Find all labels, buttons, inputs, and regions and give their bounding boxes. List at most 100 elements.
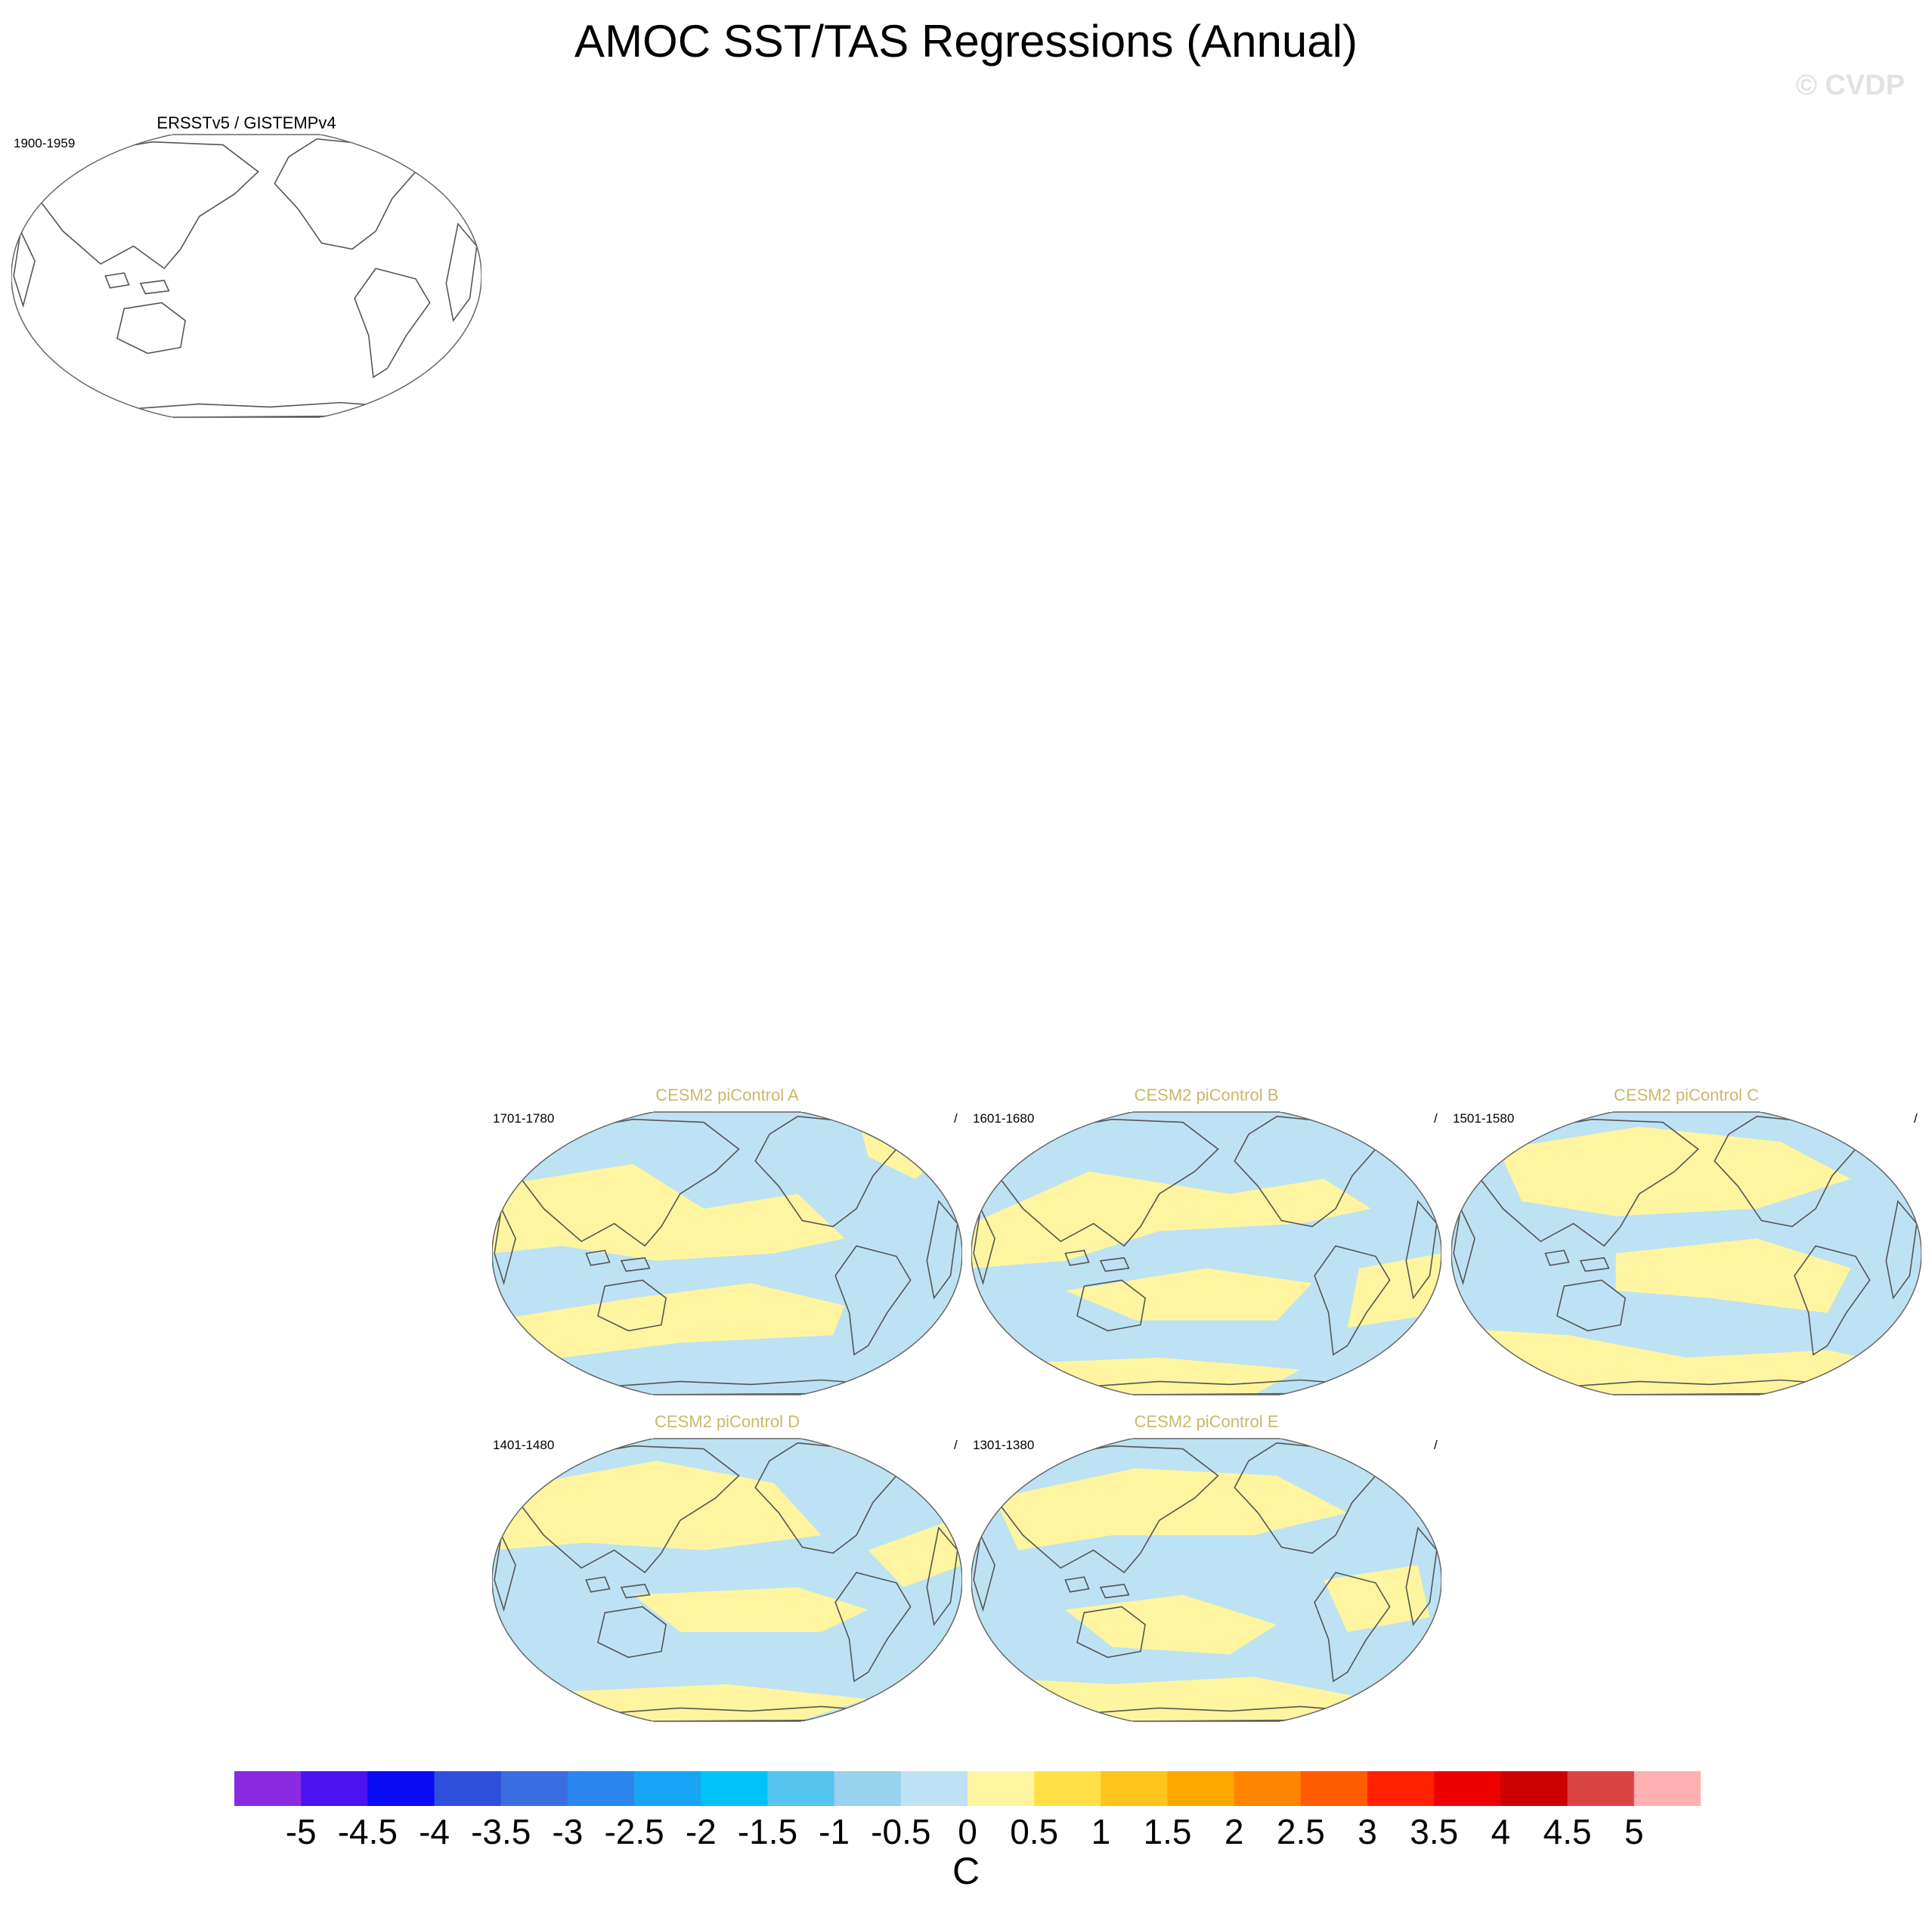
colorbar-swatch (1367, 1771, 1435, 1806)
coastline (620, 1257, 651, 1272)
positive-anomaly-region (633, 1587, 868, 1632)
colorbar-swatch (567, 1771, 635, 1806)
coastline (597, 1279, 667, 1332)
coastline (926, 1200, 958, 1300)
coastline (116, 302, 186, 355)
coastline (597, 1606, 667, 1659)
colorbar-tick-label: -3.5 (471, 1812, 531, 1851)
coastline (1064, 1576, 1090, 1593)
colorbar-swatch (1034, 1771, 1101, 1806)
coastline (494, 1206, 516, 1286)
panel-period: 1900-1959 (14, 136, 76, 150)
colorbar-tick-label: 4.5 (1543, 1812, 1592, 1851)
coastline (890, 1112, 928, 1138)
colorbar-tick-label: 2 (1224, 1812, 1244, 1851)
coastline (973, 1206, 995, 1286)
colorbar-swatch (900, 1771, 968, 1806)
map-panel-B (971, 1112, 1441, 1395)
positive-anomaly-region (868, 1520, 962, 1588)
panel-period: 1401-1480 (493, 1438, 555, 1452)
coastline (1370, 1112, 1407, 1138)
colorbar-tick-label: -2 (685, 1812, 717, 1851)
colorbar-swatch (1167, 1771, 1235, 1806)
positive-anomaly-region (1347, 1253, 1441, 1328)
watermark: © CVDP (1795, 70, 1905, 101)
map-panel-obs (11, 135, 481, 417)
colorbar-swatch (1101, 1771, 1169, 1806)
colorbar-swatch (1234, 1771, 1302, 1806)
panel-period: 1501-1580 (1453, 1111, 1515, 1126)
colorbar-swatch (968, 1771, 1035, 1806)
positive-anomaly-region (995, 1468, 1348, 1550)
colorbar-tick-label: 5 (1624, 1812, 1644, 1851)
colorbar-tick-label: -5 (285, 1812, 317, 1851)
coastline (890, 1439, 928, 1465)
coastline (104, 272, 130, 289)
panel-period: 1701-1780 (493, 1111, 555, 1126)
panel-slash: / (954, 1438, 958, 1452)
panel-title: CESM2 piControl C (1614, 1086, 1759, 1104)
coastline (445, 222, 478, 323)
coastline (1405, 1526, 1438, 1627)
coastline (1314, 1572, 1391, 1683)
colorbar-tick-label: 2.5 (1276, 1812, 1325, 1851)
coastline (1794, 1245, 1871, 1356)
coastline (1579, 1257, 1610, 1272)
colorbar-tick-label: -1.5 (737, 1812, 798, 1851)
positive-anomaly-region (1451, 1327, 1898, 1395)
colorbar-swatch (834, 1771, 902, 1806)
colorbar-swatch (1300, 1771, 1368, 1806)
coastline (926, 1526, 958, 1627)
coastline (1099, 1257, 1130, 1272)
panel-slash: / (1434, 1438, 1438, 1452)
coastline (1099, 1584, 1130, 1599)
coastline (973, 1533, 995, 1612)
coastline (1544, 1250, 1570, 1266)
coastline (1076, 1606, 1146, 1659)
coastline (1076, 1279, 1146, 1332)
colorbar-swatch (234, 1771, 302, 1806)
positive-anomaly-region (971, 1171, 1371, 1268)
coastline (515, 1118, 740, 1247)
coastline (139, 280, 170, 295)
map-panel-D (492, 1439, 962, 1721)
panel-title: CESM2 piControl D (655, 1412, 800, 1431)
coastline (1405, 1200, 1438, 1300)
colorbar-swatch (301, 1771, 368, 1806)
coastline (410, 135, 447, 161)
coastline (1453, 1206, 1475, 1286)
positive-anomaly-region (1324, 1565, 1430, 1632)
panel-title: ERSSTv5 / GISTEMPv4 (156, 113, 336, 132)
panel-title: CESM2 piControl E (1134, 1412, 1279, 1431)
coastline (354, 268, 431, 379)
colorbar-tick-label: -4 (419, 1812, 450, 1851)
colorbar-swatch (767, 1771, 835, 1806)
colorbar-tick-label: 0.5 (1010, 1812, 1059, 1851)
colorbar-tick-label: -2.5 (604, 1812, 664, 1851)
positive-anomaly-region (1065, 1594, 1277, 1655)
coastline (620, 1584, 651, 1599)
colorbar-tick-label: -1 (819, 1812, 850, 1851)
colorbar-tick-label: -4.5 (337, 1812, 398, 1851)
positive-anomaly-region (1615, 1238, 1851, 1313)
colorbar-swatch (367, 1771, 435, 1806)
colorbar-tick-label: 3 (1358, 1812, 1377, 1851)
coastline (994, 1445, 1219, 1574)
positive-anomaly-region (492, 1163, 845, 1261)
colorbar-tick-label: -0.5 (871, 1812, 931, 1851)
colorbar-swatch (701, 1771, 768, 1806)
coastline (585, 1576, 611, 1593)
colorbar (234, 1771, 1701, 1806)
map-panel-C (1451, 1112, 1921, 1395)
colorbar-tick-label: 3.5 (1410, 1812, 1459, 1851)
positive-anomaly-region (492, 1460, 822, 1550)
coastline (1474, 1118, 1699, 1247)
coastline (1370, 1439, 1407, 1465)
panel-title: CESM2 piControl A (655, 1086, 799, 1104)
coastline (994, 1118, 1219, 1247)
coastline (585, 1250, 611, 1266)
coastline (1850, 1112, 1887, 1138)
page-title: AMOC SST/TAS Regressions (Annual) (574, 16, 1358, 67)
positive-anomaly-region (492, 1283, 845, 1373)
